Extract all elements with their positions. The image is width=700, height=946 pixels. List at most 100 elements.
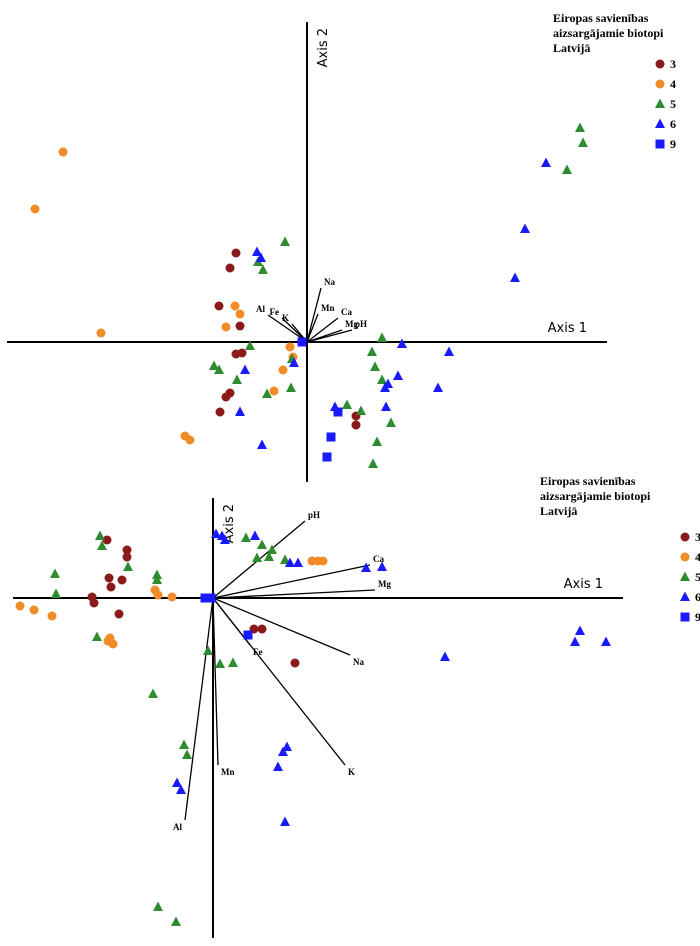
- point: [179, 739, 189, 749]
- point: [185, 435, 195, 445]
- point: [280, 816, 290, 826]
- point: [570, 636, 580, 646]
- point: [520, 223, 530, 233]
- point: [393, 370, 403, 380]
- vector-label: pH: [355, 319, 367, 329]
- legend-title: Eiropas savienības: [553, 11, 649, 25]
- point: [252, 552, 262, 562]
- legend-label: 6: [670, 117, 676, 131]
- point: [397, 338, 407, 348]
- point: [269, 386, 279, 396]
- vector-label: Mg: [378, 579, 391, 589]
- point: [286, 382, 296, 392]
- vector-label: Mn: [321, 303, 335, 313]
- legend-label: 3: [695, 530, 700, 544]
- point: [235, 406, 245, 416]
- point: [30, 204, 40, 214]
- point: [200, 593, 210, 603]
- vector-label: Na: [324, 277, 335, 287]
- point: [153, 901, 163, 911]
- point: [440, 651, 450, 661]
- vector-label: Fe: [253, 647, 263, 657]
- legend-marker: [655, 139, 665, 149]
- point: [47, 611, 57, 621]
- legend-marker: [680, 552, 690, 562]
- legend-marker: [680, 571, 690, 581]
- point: [240, 364, 250, 374]
- point: [578, 137, 588, 147]
- point: [241, 532, 251, 542]
- vector-label: pH: [308, 510, 320, 520]
- point: [51, 588, 61, 598]
- point: [256, 252, 266, 262]
- point: [228, 657, 238, 667]
- point: [15, 601, 25, 611]
- point: [92, 631, 102, 641]
- point: [318, 556, 328, 566]
- point: [214, 301, 224, 311]
- point: [273, 761, 283, 771]
- point: [176, 784, 186, 794]
- point: [290, 658, 300, 668]
- point: [367, 346, 377, 356]
- point: [433, 382, 443, 392]
- point: [152, 574, 162, 584]
- point: [264, 551, 274, 561]
- vector-label: Mg: [345, 319, 358, 329]
- y-axis-label: Axis 2: [316, 28, 331, 67]
- point: [361, 562, 371, 572]
- point: [293, 557, 303, 567]
- point: [215, 658, 225, 668]
- point: [278, 365, 288, 375]
- point: [152, 569, 162, 579]
- point: [206, 593, 216, 603]
- x-axis-label: Axis 1: [564, 577, 603, 592]
- point: [280, 554, 290, 564]
- point: [221, 392, 231, 402]
- legend-marker: [680, 612, 690, 622]
- x-axis-label: Axis 1: [548, 321, 587, 336]
- point: [297, 337, 307, 347]
- legend-label: 5: [695, 570, 700, 584]
- loading-vector: [306, 329, 353, 343]
- loading-vector: [184, 597, 214, 821]
- point: [333, 407, 343, 417]
- point: [541, 157, 551, 167]
- point: [220, 534, 230, 544]
- point: [209, 360, 219, 370]
- point: [444, 346, 454, 356]
- point: [117, 575, 127, 585]
- point: [211, 528, 221, 538]
- point: [250, 530, 260, 540]
- point: [326, 432, 336, 442]
- point: [97, 540, 107, 550]
- legend-title: Latvijā: [540, 504, 577, 518]
- point: [601, 636, 611, 646]
- point: [243, 630, 253, 640]
- point: [203, 645, 213, 655]
- point: [380, 382, 390, 392]
- point: [285, 557, 295, 567]
- legend-label: 4: [670, 77, 676, 91]
- point: [182, 749, 192, 759]
- point: [171, 916, 181, 926]
- legend-marker: [655, 59, 665, 69]
- point: [214, 364, 224, 374]
- point: [575, 625, 585, 635]
- legend-label: 5: [670, 97, 676, 111]
- point: [510, 272, 520, 282]
- point: [122, 545, 132, 555]
- legend-label: 6: [695, 590, 700, 604]
- point: [235, 309, 245, 319]
- point: [106, 582, 116, 592]
- point: [262, 388, 272, 398]
- point: [231, 248, 241, 258]
- legend-title: Eiropas savienības: [540, 474, 636, 488]
- legend-title: aizsargājamie biotopi: [553, 26, 664, 40]
- point: [123, 561, 133, 571]
- point: [377, 374, 387, 384]
- point: [148, 688, 158, 698]
- point: [172, 777, 182, 787]
- legend-label: 9: [670, 137, 676, 151]
